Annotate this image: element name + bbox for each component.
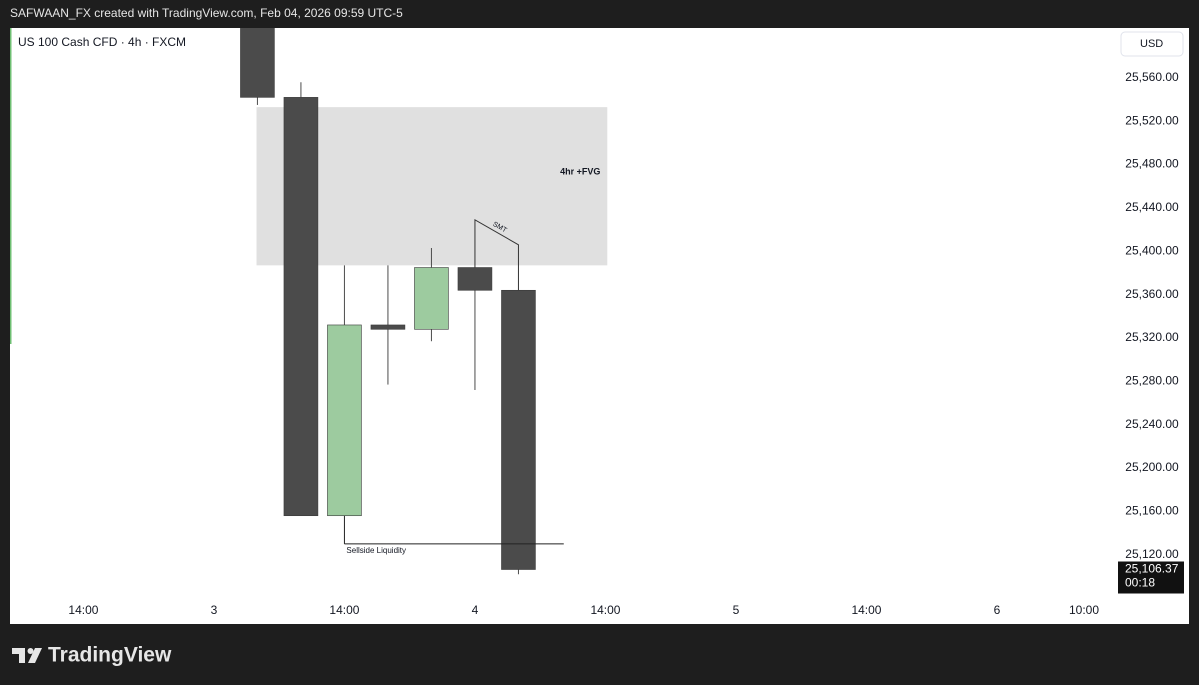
brand: TradingView xyxy=(48,644,172,667)
candle-body xyxy=(370,324,406,330)
x-tick-label: 14:00 xyxy=(851,603,881,617)
y-tick-label: 25,360.00 xyxy=(1125,287,1179,301)
candle-body xyxy=(327,324,362,517)
chart-title: US 100 Cash CFD · 4h · FXCM xyxy=(18,35,186,49)
y-tick-label: 25,320.00 xyxy=(1125,330,1179,344)
brand-logo xyxy=(12,648,42,663)
candle-body xyxy=(501,289,536,570)
x-tick-label: 4 xyxy=(472,603,479,617)
x-tick-label: 14:00 xyxy=(590,603,620,617)
x-tick-label: 10:00 xyxy=(1069,603,1099,617)
candle-body xyxy=(414,267,449,330)
y-tick-label: 25,520.00 xyxy=(1125,113,1179,127)
y-tick-label: 25,400.00 xyxy=(1125,243,1179,257)
currency: USD xyxy=(1140,38,1163,50)
left-edge-indicator xyxy=(10,28,12,344)
liquidity-label: Sellside Liquidity xyxy=(346,546,406,555)
y-tick-label: 25,280.00 xyxy=(1125,373,1179,387)
x-tick-label: 5 xyxy=(733,603,740,617)
currency-box[interactable] xyxy=(1120,31,1184,57)
countdown: 00:18 xyxy=(1125,576,1155,590)
candle-body xyxy=(240,28,275,98)
y-tick-label: 25,440.00 xyxy=(1125,200,1179,214)
last-price-label: 25,106.37 xyxy=(1125,562,1179,576)
candle-body xyxy=(283,97,319,517)
smt-line xyxy=(474,218,519,291)
x-tick-label: 6 xyxy=(994,603,1001,617)
fvg-label: 4hr +FVG xyxy=(560,167,600,177)
y-tick-label: 25,480.00 xyxy=(1125,157,1179,171)
header-credit: SAFWAAN_FX created with TradingView.com,… xyxy=(10,6,403,20)
last-price-box xyxy=(1118,561,1184,594)
x-tick-label: 14:00 xyxy=(329,603,359,617)
x-tick-label: 3 xyxy=(211,603,218,617)
y-tick-label: 25,240.00 xyxy=(1125,417,1179,431)
y-tick-label: 25,120.00 xyxy=(1125,547,1179,561)
x-tick-label: 14:00 xyxy=(68,603,98,617)
candle-body xyxy=(457,267,493,291)
y-tick-label: 25,160.00 xyxy=(1125,504,1179,518)
y-tick-label: 25,560.00 xyxy=(1125,70,1179,84)
y-tick-label: 25,200.00 xyxy=(1125,460,1179,474)
